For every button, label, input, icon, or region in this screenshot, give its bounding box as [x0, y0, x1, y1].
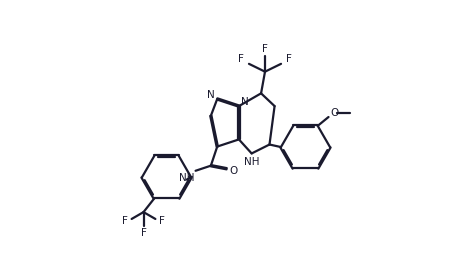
Text: F: F [286, 54, 292, 64]
Text: O: O [331, 108, 339, 118]
Text: N: N [241, 97, 249, 107]
Text: F: F [262, 44, 268, 54]
Text: NH: NH [244, 157, 260, 167]
Text: F: F [238, 54, 244, 64]
Text: NH: NH [179, 173, 195, 183]
Text: F: F [159, 217, 165, 226]
Text: O: O [229, 166, 238, 176]
Text: F: F [140, 228, 146, 238]
Text: N: N [207, 89, 215, 99]
Text: F: F [122, 217, 128, 226]
